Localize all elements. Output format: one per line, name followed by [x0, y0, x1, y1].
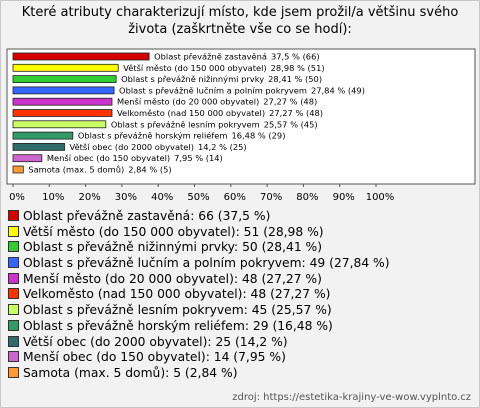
- x-tick-label: 40%: [151, 192, 173, 203]
- bar: [12, 120, 107, 129]
- bar-category: Oblast převážně zastavěná: [154, 52, 267, 62]
- source: zdroj: https://estetika-krajiny-ve-wow.v…: [232, 392, 471, 403]
- bar-value: 37,5 % (66): [271, 52, 320, 62]
- bar: [12, 86, 115, 95]
- bar-category: Oblast s převážně horským reliéfem: [78, 131, 228, 141]
- legend-entry: Větší obec (do 2000 obyvatel): 25 (14,2 …: [8, 335, 476, 351]
- legend-swatch: [8, 335, 19, 347]
- legend-swatch: [8, 366, 19, 378]
- legend-entry: Oblast s převážně lučním a polním pokryv…: [8, 256, 476, 272]
- legend-swatch: [8, 288, 19, 300]
- legend-entry: Menší obec (do 150 obyvatel): 14 (7,95 %…: [8, 350, 476, 366]
- legend-entry: Velkoměsto (nad 150 000 obyvatel): 48 (2…: [8, 287, 476, 303]
- bar-value: 27,84 % (49): [311, 85, 365, 95]
- legend-entry: Samota (max. 5 domů): 5 (2,84 %): [8, 366, 476, 382]
- legend-label: Oblast s převážně lučním a polním pokryv…: [23, 256, 390, 271]
- legend-swatch: [8, 241, 19, 253]
- bar-category: Větší město (do 150 000 obyvatel): [123, 63, 266, 73]
- x-tick-label: 10%: [42, 192, 64, 203]
- bar-value: 27,27 % (48): [263, 97, 317, 107]
- x-tick-label: 0%: [9, 192, 25, 203]
- legend-label: Oblast s převážně horským reliéfem: 29 (…: [23, 318, 333, 333]
- bar-label: Větší obec (do 2000 obyvatel) 14,2 % (25): [70, 142, 247, 152]
- bar: [12, 97, 113, 106]
- bar: [12, 52, 150, 61]
- bar-category: Větší obec (do 2000 obyvatel): [70, 142, 194, 152]
- chart-title: Které atributy charakterizují místo, kde…: [21, 5, 459, 37]
- legend-entry: Oblast s převážně nižinnými prvky: 50 (2…: [8, 240, 476, 256]
- x-tick-label: 100%: [366, 192, 395, 203]
- chart: Oblast převážně zastavěná 37,5 % (66)Větš…: [6, 48, 476, 203]
- legend-entry: Menší město (do 20 000 obyvatel): 48 (27…: [8, 272, 476, 288]
- legend-swatch: [8, 272, 19, 284]
- bar-value: 28,41 % (50): [268, 74, 322, 84]
- bar-category: Oblast s převážně lučním a polním pokryv…: [119, 85, 307, 95]
- legend-label: Samota (max. 5 domů): 5 (2,84 %): [23, 365, 238, 380]
- bar: [12, 75, 117, 83]
- legend-label: Velkoměsto (nad 150 000 obyvatel): 48 (2…: [23, 287, 331, 302]
- bar: [12, 109, 113, 117]
- bar: [12, 131, 74, 140]
- bar-value: 16,48 % (29): [231, 131, 285, 141]
- x-tick-label: 70%: [260, 192, 282, 203]
- bar: [12, 63, 119, 72]
- bar-category: Menší obec (do 150 obyvatel): [47, 153, 170, 163]
- x-tick-label: 30%: [115, 192, 137, 203]
- x-tick-label: 60%: [224, 192, 246, 203]
- legend-label: Menší obec (do 150 obyvatel): 14 (7,95 %…: [23, 350, 286, 365]
- bar: [12, 154, 43, 163]
- x-tick-label: 20%: [78, 192, 100, 203]
- bar-value: 28,98 % (51): [271, 63, 325, 73]
- bar-label: Menší město (do 20 000 obyvatel) 27,27 % …: [117, 97, 317, 107]
- legend-entry: Oblast převážně zastavěná: 66 (37,5 %): [8, 209, 476, 225]
- legend-swatch: [8, 351, 19, 363]
- legend-swatch: [8, 304, 19, 316]
- bar-label: Oblast s převážně lučním a polním pokryv…: [119, 85, 365, 95]
- legend-label: Oblast s převážně nižinnými prvky: 50 (2…: [23, 240, 323, 255]
- bar-category: Menší město (do 20 000 obyvatel): [117, 97, 259, 107]
- bar-value: 14,2 % (25): [198, 142, 247, 152]
- bar: [12, 142, 65, 151]
- bar-label: Oblast s převážně lesním pokryvem 25,57 %…: [111, 119, 318, 129]
- bar-label: Samota (max. 5 domů) 2,84 % (5): [28, 165, 171, 175]
- legend-label: Oblast s převážně lesním pokryvem: 45 (2…: [23, 303, 332, 318]
- legend-entry: Oblast s převážně horským reliéfem: 29 (…: [8, 319, 476, 335]
- legend-swatch: [8, 319, 19, 331]
- bar-category: Oblast s převážně lesním pokryvem: [111, 119, 260, 129]
- legend-label: Oblast převážně zastavěná: 66 (37,5 %): [23, 209, 271, 223]
- legend-label: Větší město (do 150 000 obyvatel): 51 (2…: [23, 224, 324, 239]
- legend-label: Menší město (do 20 000 obyvatel): 48 (27…: [23, 271, 322, 286]
- bar-value: 27,27 % (48): [269, 108, 323, 118]
- legend-swatch: [8, 257, 19, 269]
- legend-entry: Oblast s převážně lesním pokryvem: 45 (2…: [8, 303, 476, 319]
- x-tick-label: 90%: [333, 192, 355, 203]
- bar-value: 25,57 % (45): [264, 119, 318, 129]
- bar-category: Oblast s převážně nižinnými prvky: [121, 74, 264, 84]
- legend-label: Větší obec (do 2000 obyvatel): 25 (14,2 …: [23, 334, 288, 349]
- bar-value: 2,84 % (5): [128, 165, 171, 175]
- bar-category: Samota (max. 5 domů): [28, 165, 124, 175]
- bar-label: Velkoměsto (nad 150 000 obyvatel) 27,27 %…: [117, 108, 323, 118]
- bar-label: Oblast s převážně horským reliéfem 16,48 …: [78, 131, 286, 141]
- bar-category: Velkoměsto (nad 150 000 obyvatel): [117, 108, 265, 118]
- legend-entry: Větší město (do 150 000 obyvatel): 51 (2…: [8, 225, 476, 241]
- bar-value: 7,95 % (14): [174, 153, 223, 163]
- bar-label: Menší obec (do 150 obyvatel) 7,95 % (14): [47, 153, 223, 163]
- bar-label: Větší město (do 150 000 obyvatel) 28,98 %…: [123, 63, 324, 73]
- bar-label: Oblast s převážně nižinnými prvky 28,41 %…: [121, 74, 322, 84]
- legend: Oblast převážně zastavěná: 66 (37,5 %) Vě…: [8, 209, 476, 382]
- legend-swatch: [8, 225, 19, 237]
- x-tick-label: 50%: [187, 192, 209, 203]
- legend-swatch: [8, 210, 19, 221]
- bar: [12, 165, 24, 174]
- bar-label: Oblast převážně zastavěná 37,5 % (66): [154, 52, 319, 62]
- x-tick-label: 80%: [296, 192, 318, 203]
